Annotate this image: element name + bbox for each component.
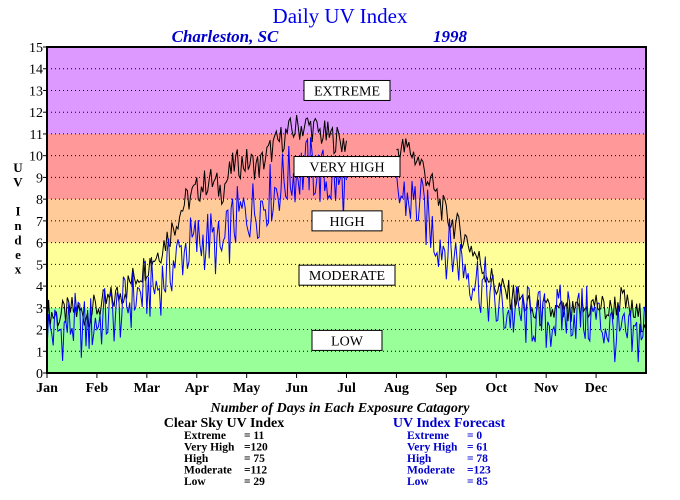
count-label: Moderate [184, 465, 232, 477]
y-tick-label: 1 [36, 345, 43, 360]
y-tick-label: 15 [29, 41, 43, 56]
count-value: =112 [244, 465, 267, 477]
x-tick-label: Jun [285, 381, 308, 396]
x-tick-label: Dec [585, 381, 608, 396]
y-axis-label-char: V [13, 175, 23, 190]
band-label-box [303, 79, 391, 101]
y-axis-label-char: d [14, 233, 22, 248]
y-tick-label: 9 [36, 171, 43, 186]
x-tick-label: Jan [36, 381, 58, 396]
y-axis-label-char: U [13, 160, 23, 175]
count-value: = 85 [467, 476, 488, 488]
band-label-text: LOW [331, 334, 364, 349]
count-row: Very High =120 [184, 442, 268, 454]
count-row: High = 75 [184, 453, 265, 465]
count-value: = 78 [467, 453, 488, 465]
band-label-text: VERY HIGH [309, 161, 384, 176]
y-tick-label: 10 [29, 150, 43, 165]
x-tick-label: Oct [485, 381, 507, 396]
count-row: Low = 29 [184, 476, 265, 488]
y-tick-label: 11 [30, 128, 43, 143]
y-tick-label: 8 [36, 193, 43, 208]
x-tick-label: Jul [337, 381, 356, 396]
count-row: High = 78 [407, 453, 488, 465]
chart-location: Charleston, SC [172, 27, 279, 46]
count-label: Extreme [184, 430, 226, 442]
count-label: Very High [407, 442, 458, 454]
count-label: Low [184, 476, 206, 488]
x-tick-label: Sep [435, 381, 457, 396]
y-tick-label: 0 [36, 367, 43, 382]
clear-sky-counts-header: Clear Sky UV Index [164, 416, 284, 431]
x-tick-label: Nov [534, 381, 558, 396]
y-tick-label: 7 [36, 215, 43, 230]
y-axis-label-char: n [14, 218, 22, 233]
count-label: High [184, 453, 209, 465]
band-label-box [298, 264, 396, 286]
y-tick-label: 5 [36, 258, 43, 273]
count-value: = 75 [244, 453, 265, 465]
counts-title: Number of Days in Each Exposure Catagory [209, 401, 470, 416]
band-label-text: HIGH [330, 215, 365, 230]
clear-sky-series-line [46, 114, 647, 333]
count-value: = 61 [467, 442, 488, 454]
count-value: =123 [467, 465, 491, 477]
band-label-moderate: MODERATE [298, 264, 396, 286]
forecast-counts-header: UV Index Forecast [393, 416, 506, 431]
y-tick-label: 3 [36, 302, 43, 317]
band-label-text: EXTREME [314, 84, 380, 99]
count-label: Extreme [407, 430, 449, 442]
count-row: Low = 85 [407, 476, 488, 488]
band-label-text: MODERATE [309, 269, 385, 284]
count-row: Extreme = 0 [407, 430, 482, 442]
count-label: Moderate [407, 465, 455, 477]
chart-title: Daily UV Index [273, 4, 408, 28]
y-axis-label-char: I [15, 204, 20, 219]
count-row: Very High = 61 [407, 442, 488, 454]
count-row: Extreme = 11 [184, 430, 265, 442]
x-tick-label: Mar [134, 381, 160, 396]
y-tick-label: 13 [29, 84, 43, 99]
x-tick-label: May [233, 381, 260, 396]
forecast-counts: Extreme = 0 Very High = 61 High = 78 Moderate =… [407, 430, 491, 488]
x-axis-ticks: Jan Feb Mar Apr May Jun Jul Aug Sep Oct Nov Dec [36, 373, 607, 396]
count-label: Low [407, 476, 429, 488]
count-label: High [407, 453, 432, 465]
count-value: = 29 [244, 476, 265, 488]
band-label-box [311, 210, 383, 232]
x-tick-label: Feb [86, 381, 109, 396]
count-row: Moderate =112 [184, 465, 267, 477]
chart-year: 1998 [433, 27, 468, 46]
y-axis-label-char: x [15, 262, 22, 277]
y-tick-label: 2 [36, 324, 43, 339]
x-tick-label: Apr [185, 381, 209, 396]
band-label-low: LOW [311, 329, 383, 351]
band-label-very-high: VERY HIGH [293, 156, 401, 178]
y-tick-label: 14 [29, 63, 43, 78]
count-value: = 0 [467, 430, 482, 442]
x-tick-label: Aug [384, 381, 409, 396]
y-tick-label: 6 [36, 237, 43, 252]
count-row: Moderate =123 [407, 465, 491, 477]
band-label-high: HIGH [311, 210, 383, 232]
count-value: =120 [244, 442, 268, 454]
count-label: Very High [184, 442, 235, 454]
band-label-box [311, 329, 383, 351]
band-label-box [293, 156, 401, 178]
y-tick-label: 12 [29, 106, 43, 121]
band-label-extreme: EXTREME [303, 79, 391, 101]
y-axis-label-char: e [15, 247, 21, 262]
y-tick-label: 4 [36, 280, 43, 295]
category-labels: LOW MODERATE HIGH VERY HIGH EXTREME [293, 79, 401, 351]
count-value: = 11 [244, 430, 265, 442]
